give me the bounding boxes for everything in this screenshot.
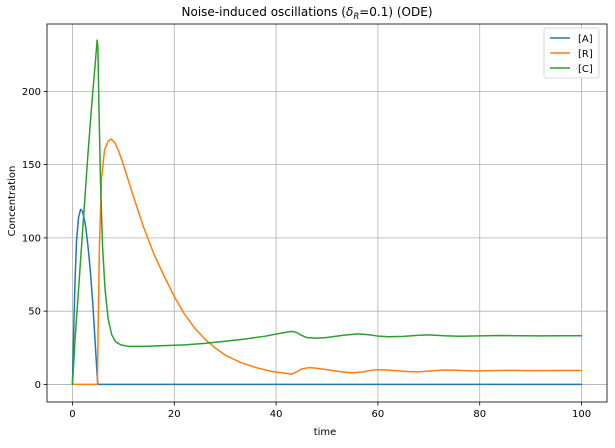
x-tick-label: 100 (572, 409, 591, 420)
x-tick-label: 40 (270, 409, 283, 420)
legend-label-a: [A] (578, 34, 593, 45)
y-axis-label: Concentration (7, 166, 18, 237)
legend-label-r: [R] (578, 49, 593, 60)
y-tick-label: 0 (35, 380, 41, 391)
y-tick-label: 50 (28, 307, 41, 318)
series-line-c (71, 39, 583, 386)
ticks: 0 20 40 60 80 100 0 50 100 150 200 (22, 87, 591, 420)
y-tick-label: 150 (22, 160, 41, 171)
x-tick-label: 60 (372, 409, 385, 420)
axes-frame (46, 23, 608, 403)
chart-title: Noise-induced oscillations (δR=0.1) (ODE… (182, 5, 433, 22)
x-tick-label: 80 (473, 409, 486, 420)
y-tick-label: 100 (22, 233, 41, 244)
series-line-r (71, 138, 583, 386)
legend: [A] [R] [C] (543, 27, 600, 79)
x-tick-label: 0 (69, 409, 75, 420)
x-tick-label: 20 (168, 409, 181, 420)
series-line-a (71, 208, 583, 386)
x-axis-label: time (314, 427, 337, 438)
plot-area (47, 24, 607, 402)
legend-box (543, 27, 600, 79)
legend-label-c: [C] (578, 64, 593, 75)
series-lines (71, 39, 583, 386)
y-tick-label: 200 (22, 87, 41, 98)
grid (47, 24, 607, 402)
